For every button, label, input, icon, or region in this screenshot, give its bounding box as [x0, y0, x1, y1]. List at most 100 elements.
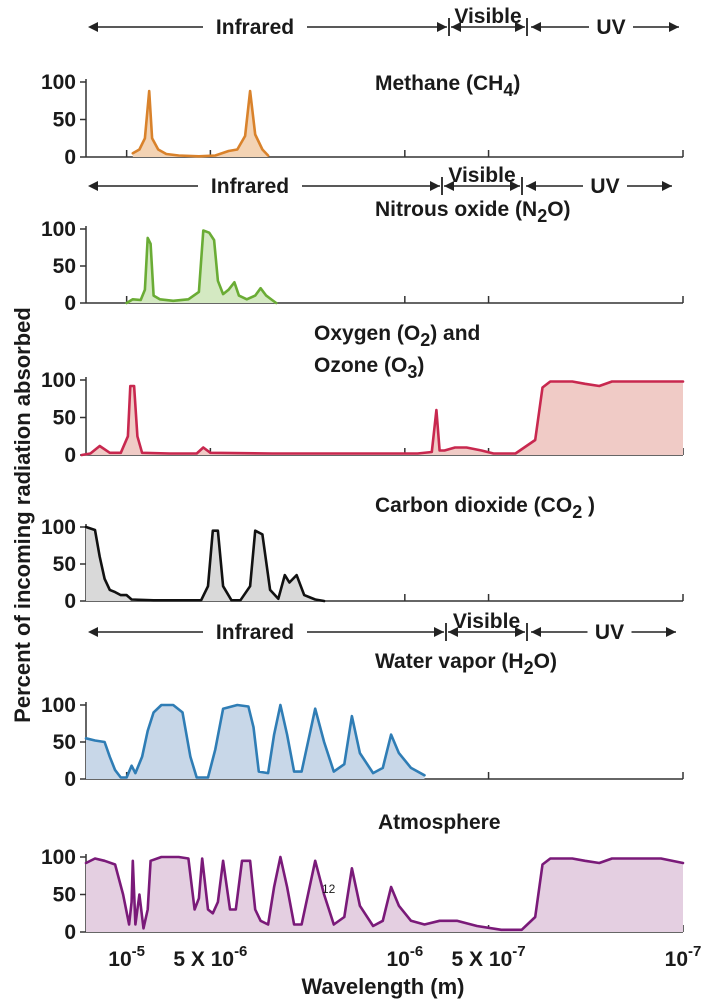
panel-title: Carbon dioxide (CO2 ): [375, 494, 595, 522]
panel-4: Carbon dioxide (CO2 ) 100 50 0: [41, 494, 684, 613]
arrowhead-infrared-end: [437, 22, 447, 32]
x-tick-base: 5 X 10: [173, 948, 234, 971]
title-part: ): [582, 494, 595, 517]
panel-title: Oxygen (O2) and: [314, 322, 480, 350]
title-subscript: 2: [524, 658, 534, 678]
title-subscript: 2: [537, 206, 547, 226]
y-tick-label: 0: [64, 146, 76, 169]
title-part: Methane (CH: [375, 72, 503, 95]
title-part: ): [417, 354, 424, 377]
arrowhead-infrared-end: [430, 181, 440, 191]
arrowhead-visible-right: [515, 22, 525, 32]
title-part: ) and: [430, 322, 480, 345]
panel-title-line2: Ozone (O3): [314, 354, 424, 382]
panel-title: Nitrous oxide (N2O): [375, 198, 571, 226]
arrowhead-left: [88, 22, 98, 32]
title-subscript: 4: [503, 80, 513, 100]
y-tick-label: 50: [53, 884, 76, 907]
y-tick-label: 50: [53, 407, 76, 430]
arrowhead-visible-left: [451, 22, 461, 32]
absorption-line: [125, 229, 278, 305]
x-tick-exponent: -7: [512, 943, 525, 960]
arrowhead-visible-right: [510, 181, 520, 191]
visible-label: Visible: [454, 5, 521, 28]
band-row-3: Infrared Visible UV: [88, 610, 676, 644]
visible-label: Visible: [453, 610, 520, 633]
title-part: Water vapor (H: [375, 650, 524, 673]
arrowhead-visible-left: [448, 627, 458, 637]
title-part: Carbon dioxide (CO: [375, 494, 572, 517]
y-tick-label: 0: [64, 444, 76, 467]
absorption-line: [84, 703, 426, 779]
arrowhead-visible-right: [515, 627, 525, 637]
x-tick-label: 10-7: [665, 943, 702, 971]
panel-6: Atmosphere 100 50 0: [41, 811, 685, 944]
x-tick-exponent: -6: [410, 943, 423, 960]
absorption-area: [132, 91, 269, 157]
panel-title: Methane (CH4): [375, 72, 520, 100]
arrowhead-left: [88, 181, 98, 191]
page-marker: 12: [322, 882, 336, 896]
arrowhead-uv-right: [662, 181, 672, 191]
x-tick-label: 5 X 10-7: [452, 943, 526, 971]
arrowhead-infrared-end: [434, 627, 444, 637]
title-part: O): [534, 650, 557, 673]
absorption-line: [84, 855, 685, 932]
x-tick-label: 10-6: [386, 943, 423, 971]
infrared-label: Infrared: [211, 175, 289, 198]
panel-2: Nitrous oxide (N2O) 100 50 0: [41, 198, 684, 315]
arrowhead-uv-right: [669, 22, 679, 32]
title-subscript: 3: [407, 362, 417, 382]
band-row-1: Infrared Visible UV: [88, 5, 679, 39]
arrowhead-visible-left: [444, 181, 454, 191]
x-axis-labels: 10-5 5 X 10-6 10-6 5 X 10-7 10-7: [108, 943, 701, 971]
x-axis-label: Wavelength (m): [302, 974, 465, 999]
y-axis-label: Percent of incoming radiation absorbed: [10, 307, 35, 723]
y-tick-label: 100: [41, 846, 76, 869]
band-row-2: Infrared Visible UV: [88, 164, 672, 198]
panel-title: Water vapor (H2O): [375, 650, 557, 678]
panel-5: Water vapor (H2O) 100 50 0: [41, 650, 684, 791]
title-part: O): [547, 198, 570, 221]
y-tick-label: 100: [41, 369, 76, 392]
x-tick-label: 5 X 10-6: [173, 943, 247, 971]
absorption-line: [131, 89, 270, 158]
x-tick-exponent: -5: [132, 943, 145, 960]
absorption-area: [86, 857, 683, 932]
y-tick-label: 0: [64, 292, 76, 315]
arrowhead-uv-left: [531, 22, 541, 32]
panel-1: Methane (CH4) 100 50 0: [41, 71, 684, 169]
x-tick-base: 5 X 10: [452, 948, 513, 971]
panel-3: Oxygen (O2) and Ozone (O3) 100 50 0: [41, 322, 685, 467]
x-tick-base: 10: [108, 948, 131, 971]
infrared-label: Infrared: [216, 16, 294, 39]
title-subscript: 2: [572, 502, 582, 522]
y-tick-label: 100: [41, 516, 76, 539]
x-tick-base: 10: [665, 948, 688, 971]
y-tick-label: 0: [64, 921, 76, 944]
title-part: Ozone (O: [314, 354, 407, 377]
absorption-line: [80, 380, 685, 457]
y-tick-label: 50: [53, 553, 76, 576]
arrowhead-uv-left: [531, 627, 541, 637]
y-tick-label: 0: [64, 768, 76, 791]
absorption-area: [81, 381, 684, 455]
y-tick-label: 50: [53, 731, 76, 754]
title-part: Oxygen (O: [314, 322, 420, 345]
y-tick-label: 50: [53, 255, 76, 278]
y-tick-label: 50: [53, 109, 76, 132]
y-tick-label: 0: [64, 590, 76, 613]
visible-label: Visible: [448, 164, 515, 187]
y-tick-label: 100: [41, 218, 76, 241]
y-tick-label: 100: [41, 71, 76, 94]
title-part: ): [513, 72, 520, 95]
panels: Methane (CH4) 100 50 0 Nitrous oxide (N2O) 10…: [41, 71, 685, 944]
panel-title: Atmosphere: [378, 811, 501, 834]
title-subscript: 2: [420, 330, 430, 350]
arrowhead-uv-right: [666, 627, 676, 637]
arrowhead-uv-left: [526, 181, 536, 191]
absorption-area: [86, 527, 325, 601]
x-tick-base: 10: [386, 948, 409, 971]
infrared-label: Infrared: [216, 621, 294, 644]
